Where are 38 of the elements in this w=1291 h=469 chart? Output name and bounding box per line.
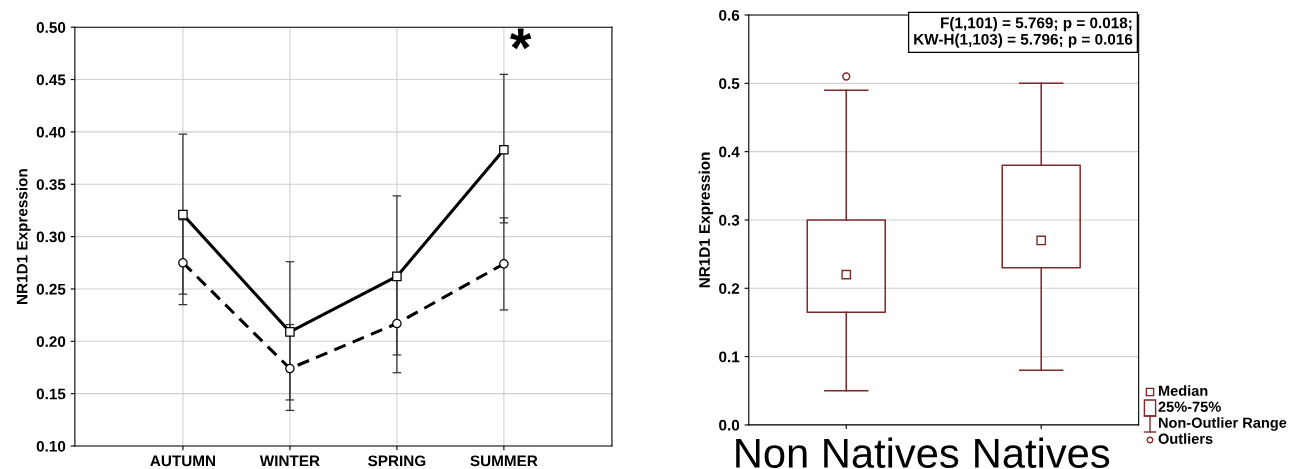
y-tick-label: 0.15 <box>36 388 66 400</box>
x-tick-label: WINTER <box>259 455 320 467</box>
annotation: * <box>509 28 532 50</box>
y-tick-label: 0.35 <box>36 179 66 190</box>
y-tick-label: 0.40 <box>36 126 66 138</box>
y-tick-label: 0.20 <box>36 336 66 347</box>
text: 25%-75% <box>1158 401 1221 412</box>
point <box>178 209 188 220</box>
point <box>392 318 402 329</box>
text: Median <box>1158 385 1208 396</box>
y-tick-label: 0.25 <box>36 283 66 295</box>
annotation: F(1,101) = 5.769; p = 0.018; KW-H(1,103) = 5.796; p = 0.016 <box>914 17 1133 48</box>
y-axis-title: NR1D1 Expression <box>16 169 31 304</box>
y-tick-label: 0.6 <box>719 9 740 21</box>
text: Outliers <box>1158 433 1213 444</box>
x-tick-label: Non Natives <box>736 437 959 469</box>
y-tick-label: 0.50 <box>36 22 66 33</box>
point <box>392 271 402 282</box>
x-tick-label: SPRING <box>368 455 426 467</box>
point <box>499 259 509 269</box>
y-tick-label: 0.5 <box>719 78 740 90</box>
x-tick-label: SUMMER <box>470 455 538 467</box>
point <box>285 327 295 337</box>
y-tick-label: 0.1 <box>719 351 740 363</box>
y-tick-label: 0.3 <box>719 214 740 226</box>
x-tick-label: AUTUMN <box>150 455 215 467</box>
point <box>178 257 188 268</box>
point <box>285 363 295 374</box>
y-tick-label: 0.2 <box>719 283 740 294</box>
y-axis-title: NR1D1 Expression <box>698 152 713 288</box>
y-tick-label: 0.10 <box>36 440 66 452</box>
y-tick-label: 0.30 <box>36 231 66 243</box>
x-tick-label: Natives <box>975 437 1110 469</box>
point <box>499 144 509 155</box>
text: Non-Outlier Range <box>1158 417 1287 431</box>
y-tick-label: 0.0 <box>719 419 740 431</box>
y-tick-label: 0.4 <box>719 146 740 158</box>
y-tick-label: 0.45 <box>36 74 66 86</box>
